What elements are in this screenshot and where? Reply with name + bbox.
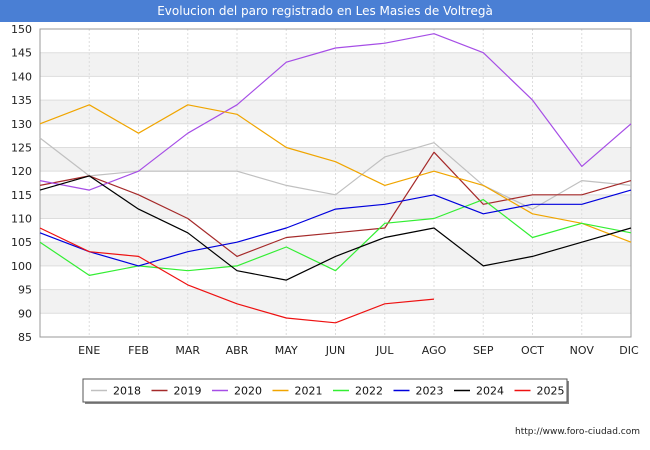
- grid-band: [40, 100, 631, 124]
- x-tick-label: OCT: [521, 344, 544, 357]
- x-axis-ticks: ENE FEB MAR ABR MAY JUN JUL AGO SEP OCT NOV DIC: [78, 344, 639, 357]
- x-tick-label: ENE: [78, 344, 100, 357]
- y-tick-label: 95: [18, 284, 32, 297]
- legend-label-2023: 2023: [416, 385, 444, 398]
- chart-title: Evolucion del paro registrado en Les Mas…: [0, 0, 650, 22]
- grid-band: [40, 52, 631, 77]
- y-tick-label: 85: [18, 331, 32, 344]
- y-tick-label: 140: [11, 70, 32, 83]
- legend: 2018 2019 2020 2021 2022 2023 2024 2025: [82, 378, 569, 404]
- series-line-2019: [39, 151, 632, 257]
- legend-box: [82, 378, 568, 403]
- y-tick-label: 135: [11, 94, 32, 107]
- series-lines: [39, 33, 632, 324]
- x-tick-label: FEB: [128, 344, 149, 357]
- y-tick-label: 110: [11, 213, 32, 226]
- y-tick-label: 120: [11, 165, 32, 178]
- legend-label-2024: 2024: [476, 385, 504, 398]
- y-tick-label: 105: [11, 236, 32, 249]
- x-tick-label: MAR: [175, 344, 200, 357]
- series-line-2025: [39, 227, 435, 324]
- legend-label-2021: 2021: [295, 385, 323, 398]
- series-line-2020: [39, 33, 632, 191]
- x-tick-label: JUL: [375, 344, 394, 357]
- source-url: http://www.foro-ciudad.com: [515, 427, 640, 437]
- x-tick-label: SEP: [473, 344, 494, 357]
- legend-label-2018: 2018: [113, 385, 141, 398]
- legend-label-2025: 2025: [537, 385, 565, 398]
- legend-label-2019: 2019: [174, 385, 202, 398]
- series-line-2023: [39, 189, 632, 267]
- series-line-2024: [39, 175, 632, 281]
- plot-frame: [39, 28, 632, 338]
- series-line-2021: [39, 104, 632, 243]
- x-tick-label: ABR: [226, 344, 249, 357]
- x-tick-label: AGO: [422, 344, 447, 357]
- x-tick-label: DIC: [619, 344, 639, 357]
- grid-band: [40, 147, 631, 172]
- y-tick-label: 90: [18, 307, 32, 320]
- x-tick-label: NOV: [570, 344, 595, 357]
- y-tick-label: 130: [11, 118, 32, 131]
- y-tick-label: 115: [11, 189, 32, 202]
- y-tick-label: 150: [11, 23, 32, 36]
- x-tick-label: MAY: [275, 344, 298, 357]
- legend-label-2022: 2022: [355, 385, 383, 398]
- y-tick-label: 145: [11, 47, 32, 60]
- y-tick-label: 125: [11, 141, 32, 154]
- legend-label-2020: 2020: [234, 385, 262, 398]
- y-tick-label: 100: [11, 260, 32, 273]
- x-tick-label: JUN: [325, 344, 346, 357]
- y-axis-ticks: 85 90 95 100 105 110 115 120 125 130 135 140 145 150: [11, 23, 32, 344]
